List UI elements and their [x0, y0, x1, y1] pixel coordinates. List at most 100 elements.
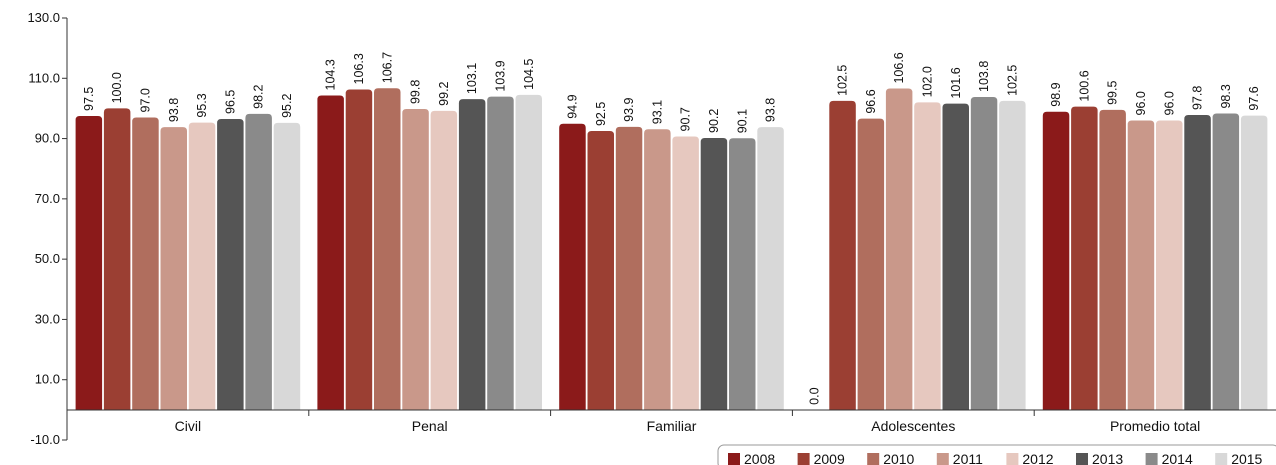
bar-2014-0 — [245, 113, 272, 411]
bar-2011-2 — [644, 129, 671, 410]
legend-swatch — [797, 453, 810, 465]
legend-label: 2015 — [1231, 451, 1262, 465]
bar-2013-2 — [700, 137, 728, 410]
data-label: 103.8 — [977, 61, 991, 92]
bar-2012-0 — [188, 122, 216, 411]
y-tick-label: 70.0 — [35, 191, 60, 206]
y-tick-label: 10.0 — [35, 372, 60, 387]
bar-2011-4 — [1127, 120, 1155, 410]
data-label: 93.8 — [167, 98, 181, 122]
legend-label: 2012 — [1022, 451, 1053, 465]
bar-2010-0 — [132, 117, 159, 410]
data-labels: 97.5 100.0 97.0 93.8 95.3 96.5 98.2 95.2 104.3 10… — [82, 52, 1261, 405]
data-label: 90.2 — [707, 109, 721, 133]
x-category-label: Promedio total — [1110, 418, 1200, 434]
data-label: 95.2 — [280, 94, 294, 118]
data-label: 100.6 — [1077, 70, 1091, 101]
legend: 2008 2009 2010 2011 2012 2013 2014 2015 — [717, 444, 1276, 465]
bar-2010-3 — [857, 118, 885, 411]
bar-2015-4 — [1240, 115, 1268, 411]
data-label: 102.5 — [1005, 65, 1019, 96]
data-label: 97.8 — [1191, 86, 1205, 110]
legend-label: 2014 — [1162, 451, 1193, 465]
bar-2009-3 — [829, 100, 856, 411]
legend-swatch — [936, 453, 949, 465]
data-label: 106.7 — [380, 52, 394, 83]
bar-2014-1 — [487, 96, 514, 411]
data-label: 93.1 — [650, 100, 664, 124]
y-tick-label: 110.0 — [28, 70, 60, 85]
y-tick-label: 130.0 — [27, 10, 60, 25]
bar-2009-4 — [1071, 106, 1098, 411]
legend-label: 2010 — [883, 451, 914, 465]
bar-2012-2 — [672, 136, 699, 410]
bar-2015-0 — [273, 122, 301, 410]
data-label: 104.3 — [324, 59, 338, 90]
data-label: 93.9 — [622, 97, 636, 121]
data-label: 99.8 — [409, 80, 423, 104]
data-label: 104.5 — [522, 59, 536, 90]
bar-2011-3 — [885, 88, 913, 410]
bar-2013-3 — [942, 103, 969, 410]
data-label: 95.3 — [195, 93, 209, 117]
data-label: 106.3 — [352, 53, 366, 84]
data-label: 96.0 — [1162, 91, 1176, 115]
data-label: 96.5 — [223, 90, 237, 114]
legend-swatch — [1145, 453, 1158, 465]
y-tick-label: -10.0 — [30, 432, 60, 447]
data-label: 99.2 — [437, 81, 451, 105]
legend-label: 2013 — [1092, 451, 1123, 465]
data-label: 90.1 — [735, 109, 749, 133]
bar-2008-2 — [559, 123, 586, 411]
x-category-label: Familiar — [647, 418, 697, 434]
legend-label: 2009 — [814, 451, 845, 465]
data-label: 97.0 — [138, 88, 152, 112]
data-label: 102.0 — [920, 66, 934, 97]
legend-swatch — [728, 453, 740, 465]
legend-swatch — [867, 453, 880, 465]
legend-box — [717, 444, 1276, 465]
data-label: 92.5 — [594, 102, 608, 126]
bar-2014-2 — [729, 138, 756, 410]
bar-2011-1 — [402, 109, 429, 410]
legend-swatch — [1076, 453, 1088, 465]
data-label: 102.5 — [836, 65, 850, 96]
bar-2012-1 — [430, 110, 458, 410]
x-category-label: Civil — [175, 418, 201, 434]
bar-2012-4 — [1156, 120, 1183, 410]
data-label: 106.6 — [892, 52, 906, 83]
data-label: 98.3 — [1219, 84, 1233, 108]
data-label: 98.9 — [1049, 82, 1063, 106]
legend-swatch — [1215, 453, 1228, 465]
bar-2010-4 — [1099, 109, 1126, 410]
data-label: 103.1 — [465, 63, 479, 94]
bar-2008-4 — [1042, 111, 1070, 410]
y-axis: -10.0 10.0 30.0 50.0 70.0 90.0 110.0 130.0 — [27, 10, 68, 447]
legend-label: 2011 — [953, 451, 983, 465]
legend-swatch — [1006, 453, 1019, 465]
bar-2009-1 — [345, 89, 373, 410]
bar-2013-0 — [217, 118, 244, 410]
bar-2009-0 — [103, 108, 131, 410]
bar-2015-1 — [515, 94, 542, 410]
data-label: 90.7 — [679, 107, 693, 131]
data-label: 97.6 — [1247, 86, 1261, 110]
bar-2014-3 — [970, 96, 998, 410]
data-label: 99.5 — [1106, 81, 1120, 105]
data-label: 100.0 — [110, 72, 124, 103]
y-tick-label: 90.0 — [35, 131, 60, 146]
bar-2008-1 — [317, 95, 344, 411]
bar-2014-4 — [1212, 113, 1240, 410]
data-label: 98.2 — [252, 84, 266, 108]
bar-2013-4 — [1184, 115, 1211, 410]
y-tick-label: 30.0 — [35, 311, 60, 326]
bar-2015-3 — [999, 100, 1026, 411]
bar-2013-1 — [458, 99, 486, 410]
data-label: 93.8 — [764, 98, 778, 122]
data-label: 96.6 — [864, 89, 878, 113]
data-label: 103.9 — [493, 60, 507, 91]
bar-2010-2 — [615, 126, 643, 411]
data-label: 101.6 — [949, 67, 963, 98]
bar-2009-2 — [587, 131, 614, 411]
